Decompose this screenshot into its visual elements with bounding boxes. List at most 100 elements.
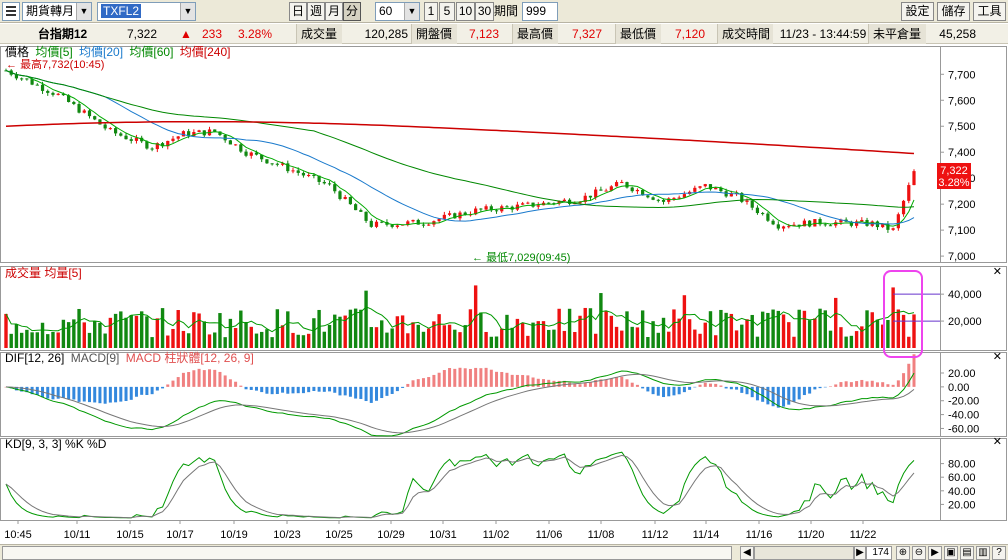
volume-bar [25, 329, 29, 348]
range-30-button[interactable]: 30 [475, 2, 494, 21]
candle [249, 152, 253, 156]
fit-icon[interactable]: ▣ [944, 546, 958, 560]
volume-bar [646, 337, 650, 348]
close-icon[interactable]: ✕ [993, 436, 1002, 448]
period-count-input[interactable]: 999 [522, 2, 558, 21]
technical-chart[interactable]: 7,7007,6007,5007,4007,3007,2007,1007,000… [0, 44, 1008, 544]
volume-bar [635, 327, 640, 348]
macd-hist-bar [51, 386, 55, 400]
volume-bar [750, 314, 754, 348]
tools-button[interactable]: 工具 [973, 2, 1006, 21]
candle [656, 199, 660, 201]
candle [823, 224, 827, 226]
volume-bar [687, 319, 692, 348]
settings-button[interactable]: 設定 [901, 2, 934, 21]
x-axis-label: 11/12 [642, 529, 669, 541]
volume-bar [468, 309, 473, 348]
candle [562, 199, 566, 202]
macd-hist-bar [14, 386, 18, 391]
volume-bar [239, 310, 243, 348]
macd-hist-bar [458, 367, 462, 387]
macd-hist-bar [776, 386, 780, 408]
candle [682, 194, 686, 198]
scroll-track[interactable] [2, 546, 732, 560]
open-interest-label: 未平倉量 [868, 24, 926, 44]
x-axis-label: 11/20 [798, 529, 825, 541]
volume-bar [552, 329, 556, 348]
volume-bar [891, 287, 895, 348]
volume-bar [505, 314, 509, 348]
x-axis-label: 10:45 [4, 529, 32, 541]
volume-bar [620, 330, 624, 348]
range-5-button[interactable]: 5 [439, 2, 455, 21]
candle [703, 184, 707, 187]
candle [505, 206, 509, 208]
candle [672, 197, 676, 199]
macd-tick-label: -60.00 [948, 423, 979, 435]
close-icon[interactable]: ✕ [993, 351, 1002, 363]
candle [474, 208, 478, 215]
macd-hist-bar [103, 386, 107, 404]
candle [447, 213, 452, 215]
macd-hist-bar [114, 386, 118, 403]
volume-bar [103, 333, 107, 348]
volume-bar [364, 290, 368, 348]
scroll-left-icon[interactable]: ◀ [740, 546, 754, 560]
candle [239, 144, 243, 152]
low-value: 7,120 [674, 27, 705, 41]
chevron-down-icon[interactable]: ▼ [404, 3, 419, 20]
product-select[interactable]: 期貨轉月 ▼ [22, 2, 92, 21]
candle [630, 187, 634, 192]
scroll-position-field[interactable]: 174 [866, 546, 892, 560]
chevron-down-icon[interactable]: ▼ [76, 3, 91, 20]
period-week-button[interactable]: 週 [307, 2, 325, 21]
volume-bar [359, 309, 363, 348]
chevron-down-icon[interactable]: ▼ [180, 3, 195, 20]
save-button[interactable]: 儲存 [937, 2, 970, 21]
help-icon[interactable]: ? [992, 546, 1006, 560]
zoom-in-icon[interactable]: ⊕ [896, 546, 910, 560]
macd-hist-bar [844, 381, 848, 387]
candle [380, 221, 384, 223]
macd-hist-bar [176, 377, 180, 387]
volume-bar [286, 311, 290, 348]
candle [797, 224, 801, 227]
macd-hist-bar [155, 386, 159, 391]
candle [771, 220, 775, 225]
volume-bar [207, 334, 212, 348]
symbol-select[interactable]: TXFL2 ▼ [97, 2, 196, 21]
macd-hist-bar [792, 386, 796, 402]
macd-hist-bar [275, 386, 279, 395]
price-tick-label: 7,600 [948, 95, 976, 107]
macd-hist-bar [693, 386, 697, 388]
period-month-button[interactable]: 月 [325, 2, 343, 21]
range-1-button[interactable]: 1 [424, 2, 438, 21]
macd-hist-bar [745, 386, 749, 395]
volume-bar [353, 308, 358, 348]
window-menu-icon[interactable] [2, 2, 20, 21]
macd-hist-bar [808, 386, 812, 394]
period-minute-button[interactable]: 分 [343, 2, 361, 21]
candle [724, 191, 728, 197]
minutes-select[interactable]: 60 ▼ [375, 2, 420, 21]
range-10-button[interactable]: 10 [456, 2, 475, 21]
macd-hist-bar [510, 374, 514, 387]
scroll-right-icon[interactable]: ▶ [854, 546, 866, 560]
close-icon[interactable]: ✕ [993, 266, 1002, 278]
macd-hist-bar [333, 386, 337, 393]
scroll-thumb[interactable] [754, 546, 854, 560]
export-icon[interactable]: ▥ [976, 546, 990, 560]
scroll-end-icon[interactable]: ▶ [928, 546, 942, 560]
volume-bar [854, 331, 859, 348]
volume-bar [411, 322, 415, 348]
period-day-button[interactable]: 日 [289, 2, 307, 21]
volume-bar [823, 310, 827, 348]
candle [828, 225, 833, 227]
candle [620, 182, 624, 184]
price-tick-label: 7,200 [948, 199, 976, 211]
print-icon[interactable]: ▤ [960, 546, 974, 560]
volume-bar [244, 321, 248, 348]
zoom-out-icon[interactable]: ⊖ [912, 546, 926, 560]
candle [213, 129, 217, 132]
x-axis-label: 11/08 [588, 529, 615, 541]
